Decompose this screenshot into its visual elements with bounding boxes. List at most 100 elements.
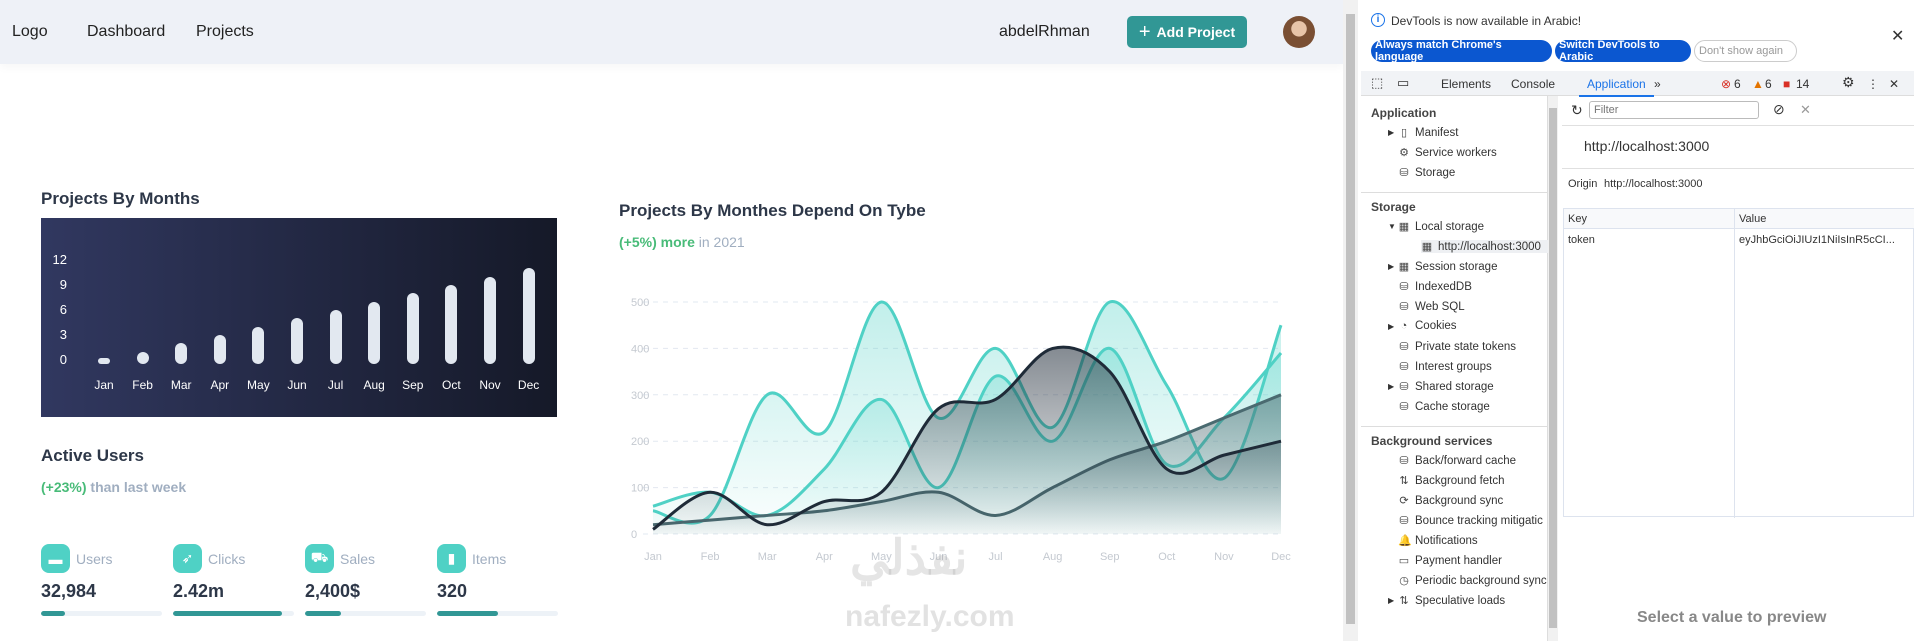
clear-all-icon[interactable]: ⊘ bbox=[1773, 101, 1785, 117]
sidebar-item-label: Background sync bbox=[1415, 494, 1504, 507]
x-tick-label: Mar bbox=[758, 551, 777, 563]
origin-label: Origin bbox=[1568, 178, 1598, 190]
table-row[interactable]: token eyJhbGciOiJIUzI1NiIsInR5cCI... bbox=[1564, 230, 1914, 250]
stat-label: Clicks bbox=[208, 550, 246, 567]
sidebar-item-label: Local storage bbox=[1415, 220, 1485, 233]
x-tick-label: Sep bbox=[402, 378, 424, 392]
x-tick-label: Oct bbox=[442, 378, 461, 392]
sidebar-item[interactable]: ⇅ Background fetch bbox=[1398, 474, 1504, 488]
tab-application[interactable]: Application bbox=[1579, 77, 1654, 97]
scrollbar-thumb[interactable] bbox=[1346, 14, 1355, 624]
sidebar-item[interactable]: ▶ ⛁ Shared storage bbox=[1388, 380, 1494, 394]
nav-dashboard[interactable]: Dashboard bbox=[87, 23, 166, 40]
caret-right-icon[interactable]: ▶ bbox=[1388, 596, 1395, 605]
bar-oct bbox=[445, 284, 458, 364]
active-users-title: Active Users bbox=[41, 446, 145, 465]
x-tick-label: Apr bbox=[816, 551, 833, 563]
caret-down-icon[interactable]: ▼ bbox=[1388, 222, 1396, 231]
stat-label: Users bbox=[76, 550, 113, 567]
issues-icon: ■ bbox=[1783, 77, 1791, 91]
sidebar-item-label: Shared storage bbox=[1415, 380, 1494, 393]
column-header-value[interactable]: Value bbox=[1739, 213, 1767, 225]
sidebar-item[interactable]: ⛁ Storage bbox=[1398, 166, 1455, 180]
storage-view: ↻ ⊘ ✕ http://localhost:3000 Origin http:… bbox=[1562, 96, 1914, 641]
filter-input[interactable] bbox=[1589, 101, 1759, 119]
change-suffix: in 2021 bbox=[698, 234, 745, 250]
sidebar-item[interactable]: ▶ ▦ Session storage bbox=[1388, 260, 1497, 274]
x-tick-label: Mar bbox=[170, 378, 192, 392]
switch-to-arabic-button[interactable]: Switch DevTools to Arabic bbox=[1555, 39, 1691, 63]
clock-icon: ◷ bbox=[1399, 575, 1409, 587]
sidebar-item[interactable]: ⛁ Bounce tracking mitigatic bbox=[1398, 514, 1542, 528]
column-header-key[interactable]: Key bbox=[1568, 213, 1587, 225]
navbar: Logo Dashboard Projects abdelRhman + Add … bbox=[0, 0, 1343, 64]
origin-title: http://localhost:3000 bbox=[1584, 138, 1710, 154]
always-match-language-button[interactable]: Always match Chrome's language bbox=[1371, 39, 1552, 63]
tab-console[interactable]: Console bbox=[1511, 77, 1556, 91]
sidebar-item[interactable]: ⛁ Private state tokens bbox=[1398, 340, 1516, 354]
bar-jun bbox=[291, 318, 303, 364]
caret-right-icon[interactable]: ▶ bbox=[1388, 321, 1395, 331]
tab-elements[interactable]: Elements bbox=[1441, 77, 1492, 91]
error-count[interactable]: 6 bbox=[1734, 77, 1741, 91]
warning-count[interactable]: 6 bbox=[1765, 77, 1772, 91]
more-options-icon[interactable]: ⋮ bbox=[1867, 77, 1879, 91]
page-scrollbar[interactable] bbox=[1343, 0, 1358, 641]
sidebar-item[interactable]: ◷ Periodic background sync bbox=[1398, 574, 1547, 588]
sidebar-item[interactable]: ⛁ Cache storage bbox=[1398, 400, 1489, 414]
sidebar-item[interactable]: ▼ ▦ Local storage bbox=[1388, 220, 1485, 234]
more-tabs-icon[interactable]: » bbox=[1654, 77, 1661, 91]
credit-card-icon: ▭ bbox=[1398, 555, 1410, 567]
sidebar-item-label: Web SQL bbox=[1415, 300, 1465, 313]
avatar[interactable] bbox=[1283, 16, 1315, 48]
error-icon: ⊗ bbox=[1721, 77, 1732, 91]
bar-jan bbox=[98, 358, 110, 364]
refresh-icon[interactable]: ↻ bbox=[1571, 102, 1583, 118]
caret-right-icon[interactable]: ▶ bbox=[1388, 128, 1395, 137]
logo[interactable]: Logo bbox=[12, 23, 48, 40]
y-tick-label: 400 bbox=[631, 343, 649, 355]
bar-chart: 12 9 6 3 0 Jan Feb Mar Apr May Jun Jul Aug Sep Oct Nov D… bbox=[41, 218, 557, 417]
stat-progress bbox=[305, 611, 426, 616]
sidebar-item[interactable]: ▶ ⇅ Speculative loads bbox=[1388, 594, 1505, 608]
caret-right-icon[interactable]: ▶ bbox=[1388, 262, 1395, 271]
add-project-button[interactable]: + Add Project bbox=[1127, 16, 1247, 48]
sidebar-item[interactable]: ▭ Payment handler bbox=[1398, 554, 1502, 568]
sidebar-scrollbar[interactable] bbox=[1548, 96, 1558, 641]
database-icon: ⛁ bbox=[1399, 281, 1409, 293]
sidebar-item[interactable]: ⛁ Web SQL bbox=[1398, 300, 1465, 314]
sidebar-item[interactable]: ⚙ Service workers bbox=[1398, 146, 1497, 160]
delete-selected-icon[interactable]: ✕ bbox=[1800, 102, 1811, 117]
sidebar-item[interactable]: ⛁ IndexedDB bbox=[1398, 280, 1472, 294]
stat-progress-fill bbox=[173, 611, 282, 616]
username[interactable]: abdelRhman bbox=[999, 23, 1090, 40]
watermark-latin: nafezly.com bbox=[845, 600, 1015, 633]
sidebar-item[interactable]: 🔔 Notifications bbox=[1398, 534, 1478, 548]
settings-gear-icon[interactable]: ⚙ bbox=[1842, 74, 1855, 90]
caret-right-icon[interactable]: ▶ bbox=[1388, 382, 1395, 391]
dont-show-again-button[interactable]: Don't show again bbox=[1694, 40, 1797, 62]
close-devtools-icon[interactable]: ✕ bbox=[1889, 77, 1900, 91]
row-value[interactable]: eyJhbGciOiJIUzI1NiIsInR5cCI... bbox=[1739, 234, 1895, 246]
sidebar-item[interactable]: ▶ ▯ Manifest bbox=[1388, 126, 1458, 140]
arrows-updown-icon: ⇅ bbox=[1399, 475, 1409, 487]
inspect-element-icon[interactable]: ⬚ bbox=[1371, 75, 1384, 90]
infobar-close-icon[interactable]: ✕ bbox=[1891, 28, 1905, 45]
database-icon: ⛁ bbox=[1399, 301, 1409, 313]
sidebar-item[interactable]: ⛁ Back/forward cache bbox=[1398, 454, 1516, 468]
x-tick-label: Jun bbox=[287, 378, 307, 392]
x-tick-label: May bbox=[247, 378, 270, 392]
sidebar-item[interactable]: ⟳ Background sync bbox=[1398, 494, 1504, 508]
nav-projects[interactable]: Projects bbox=[196, 23, 254, 40]
info-icon: i bbox=[1371, 13, 1385, 27]
bar-apr bbox=[213, 334, 226, 364]
sidebar-item[interactable]: ▦ http://localhost:3000 bbox=[1421, 240, 1548, 253]
issues-count[interactable]: 14 bbox=[1796, 77, 1810, 91]
sidebar-item[interactable]: ⛁ Interest groups bbox=[1398, 360, 1491, 374]
sidebar-item[interactable]: ▶ ◔ Cookies bbox=[1388, 320, 1457, 332]
stat-label: Sales bbox=[340, 550, 376, 567]
device-toolbar-icon[interactable]: ▭ bbox=[1397, 75, 1410, 90]
row-key[interactable]: token bbox=[1568, 234, 1595, 246]
sidebar-item-label: Back/forward cache bbox=[1415, 454, 1516, 467]
infobar-message: DevTools is now available in Arabic! bbox=[1391, 14, 1582, 28]
